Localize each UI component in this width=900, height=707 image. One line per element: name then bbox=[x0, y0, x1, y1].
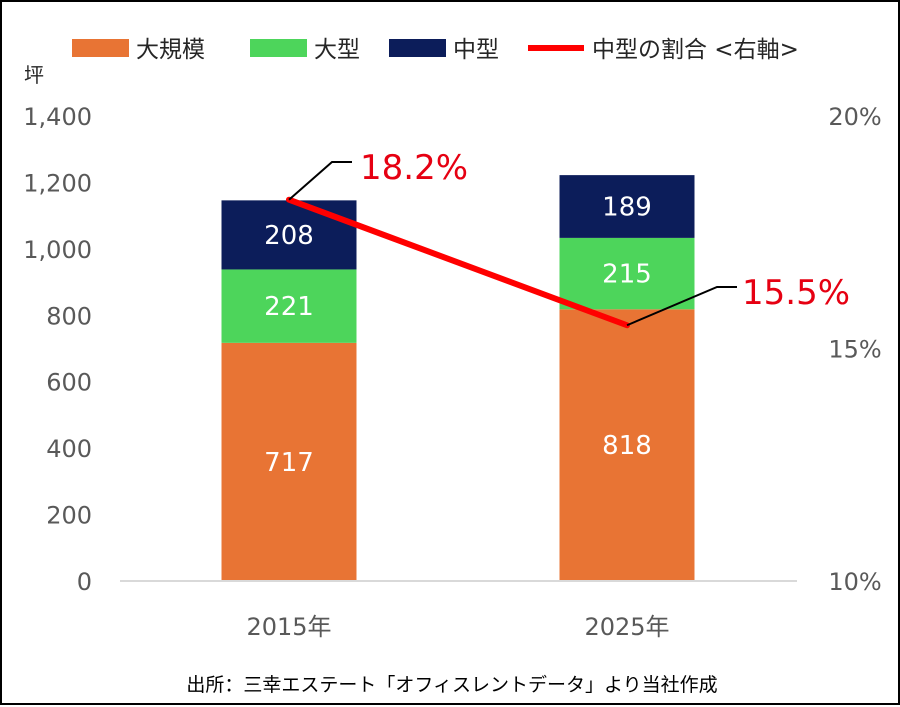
legend-label: 大規模 bbox=[136, 37, 205, 63]
y-tick-label: 0 bbox=[77, 568, 92, 596]
bar-segment bbox=[559, 237, 695, 310]
callout-leader bbox=[288, 161, 352, 201]
legend-swatch bbox=[250, 39, 307, 57]
bar-value-label: 717 bbox=[264, 448, 314, 478]
bar-value-label: 818 bbox=[602, 431, 652, 461]
bar-segment bbox=[221, 200, 357, 270]
legend-swatch-line bbox=[528, 45, 584, 51]
ratio-line-layer: 18.2% 15.5% bbox=[286, 148, 850, 329]
ratio-value-label: 15.5% bbox=[742, 273, 850, 313]
bar-segment bbox=[221, 269, 357, 343]
legend-label: 中型の割合 <右軸> bbox=[592, 37, 799, 63]
y-tick-label: 600 bbox=[46, 369, 92, 397]
legend-swatch bbox=[389, 39, 446, 57]
legend-label: 中型 bbox=[453, 37, 499, 63]
ratio-value-label: 18.2% bbox=[360, 148, 468, 188]
y-tick-label: 1,400 bbox=[23, 103, 92, 131]
bar-value-label: 189 bbox=[602, 193, 652, 223]
x-tick-label: 2015年 bbox=[246, 613, 331, 641]
bar-segment bbox=[559, 309, 695, 581]
bar-value-label: 221 bbox=[264, 292, 314, 322]
bar-value-label: 215 bbox=[602, 260, 652, 290]
bar-segment bbox=[559, 175, 695, 238]
y2-tick-label: 10% bbox=[828, 568, 881, 596]
x-tick-label: 2025年 bbox=[584, 613, 669, 641]
y-tick-label: 200 bbox=[46, 502, 92, 530]
bar-segment bbox=[221, 342, 357, 581]
x-axis-ticks: 2015年 2025年 bbox=[246, 613, 669, 641]
y-tick-label: 1,000 bbox=[23, 236, 92, 264]
y2-axis-ticks: 10% 15% 20% bbox=[828, 103, 881, 596]
bar-value-label: 208 bbox=[264, 221, 314, 251]
bars: 717 221 208 818 215 189 bbox=[221, 175, 695, 581]
source-note: 出所：三幸エステート「オフィスレントデータ」より当社作成 bbox=[186, 674, 717, 696]
y-tick-label: 400 bbox=[46, 435, 92, 463]
legend-label: 大型 bbox=[314, 37, 360, 63]
y-axis-ticks: 0 200 400 600 800 1,000 1,200 1,400 bbox=[23, 103, 92, 596]
y2-tick-label: 20% bbox=[828, 103, 881, 131]
y-tick-label: 1,200 bbox=[23, 169, 92, 197]
y2-tick-label: 15% bbox=[828, 336, 881, 364]
y-axis-unit: 坪 bbox=[24, 63, 44, 87]
y-tick-label: 800 bbox=[46, 302, 92, 330]
callout-leader bbox=[626, 286, 737, 327]
legend-swatch bbox=[72, 39, 129, 57]
legend: 大規模 大型 中型 中型の割合 <右軸> bbox=[72, 37, 799, 63]
ratio-line bbox=[286, 196, 630, 329]
